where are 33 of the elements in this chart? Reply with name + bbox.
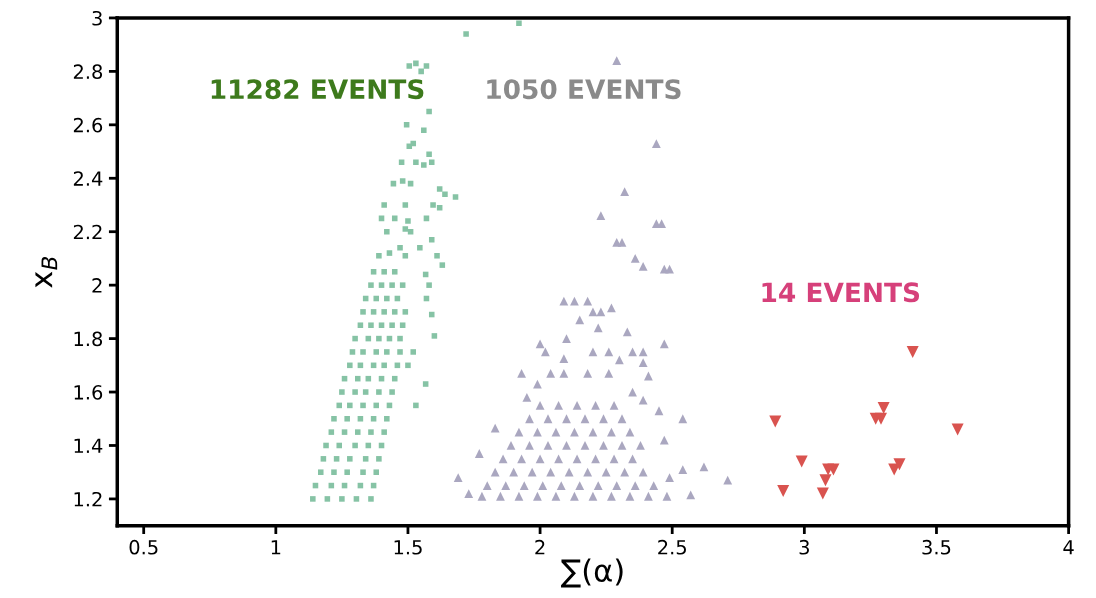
point — [777, 484, 790, 497]
point — [795, 455, 808, 468]
x-tick-label: 4 — [1063, 540, 1074, 555]
point — [874, 412, 887, 425]
annotation: 14 EVENTS — [762, 282, 920, 303]
y-tick-label: 2.4 — [73, 171, 103, 186]
y-tick-label: 2.8 — [73, 64, 103, 80]
point — [819, 474, 832, 487]
point — [816, 487, 829, 500]
y-tick-label: 3 — [92, 10, 102, 26]
point — [906, 345, 919, 358]
point — [827, 463, 840, 476]
y-tick-label: 1.4 — [74, 438, 103, 453]
y-tick-label: 1.8 — [74, 331, 103, 347]
y-tick-label: 2 — [92, 278, 102, 293]
x-tick-label: 1 — [271, 540, 281, 555]
y-tick-label: 2.2 — [73, 224, 102, 240]
point — [769, 415, 782, 428]
y-tick-label: 2.6 — [73, 117, 103, 133]
point — [951, 423, 964, 436]
x-tick-label: 1.5 — [394, 540, 422, 555]
point — [893, 458, 906, 471]
x-tick-label: 2.5 — [658, 539, 686, 555]
x-tick-label: 3.5 — [922, 539, 951, 555]
x-tick-label: 0.5 — [129, 539, 158, 555]
x-axis-title: ∑(α) — [561, 558, 623, 588]
annotation: 11282 EVENTS — [211, 79, 424, 100]
x-tick-label: 2 — [535, 539, 545, 555]
y-tick-label: 1.6 — [74, 384, 103, 400]
y-axis-title: x$_{B}$ — [35, 257, 58, 288]
x-tick-label: 3 — [799, 539, 809, 555]
annotation: 1050 EVENTS — [487, 79, 681, 100]
y-tick-label: 1.2 — [74, 491, 102, 507]
